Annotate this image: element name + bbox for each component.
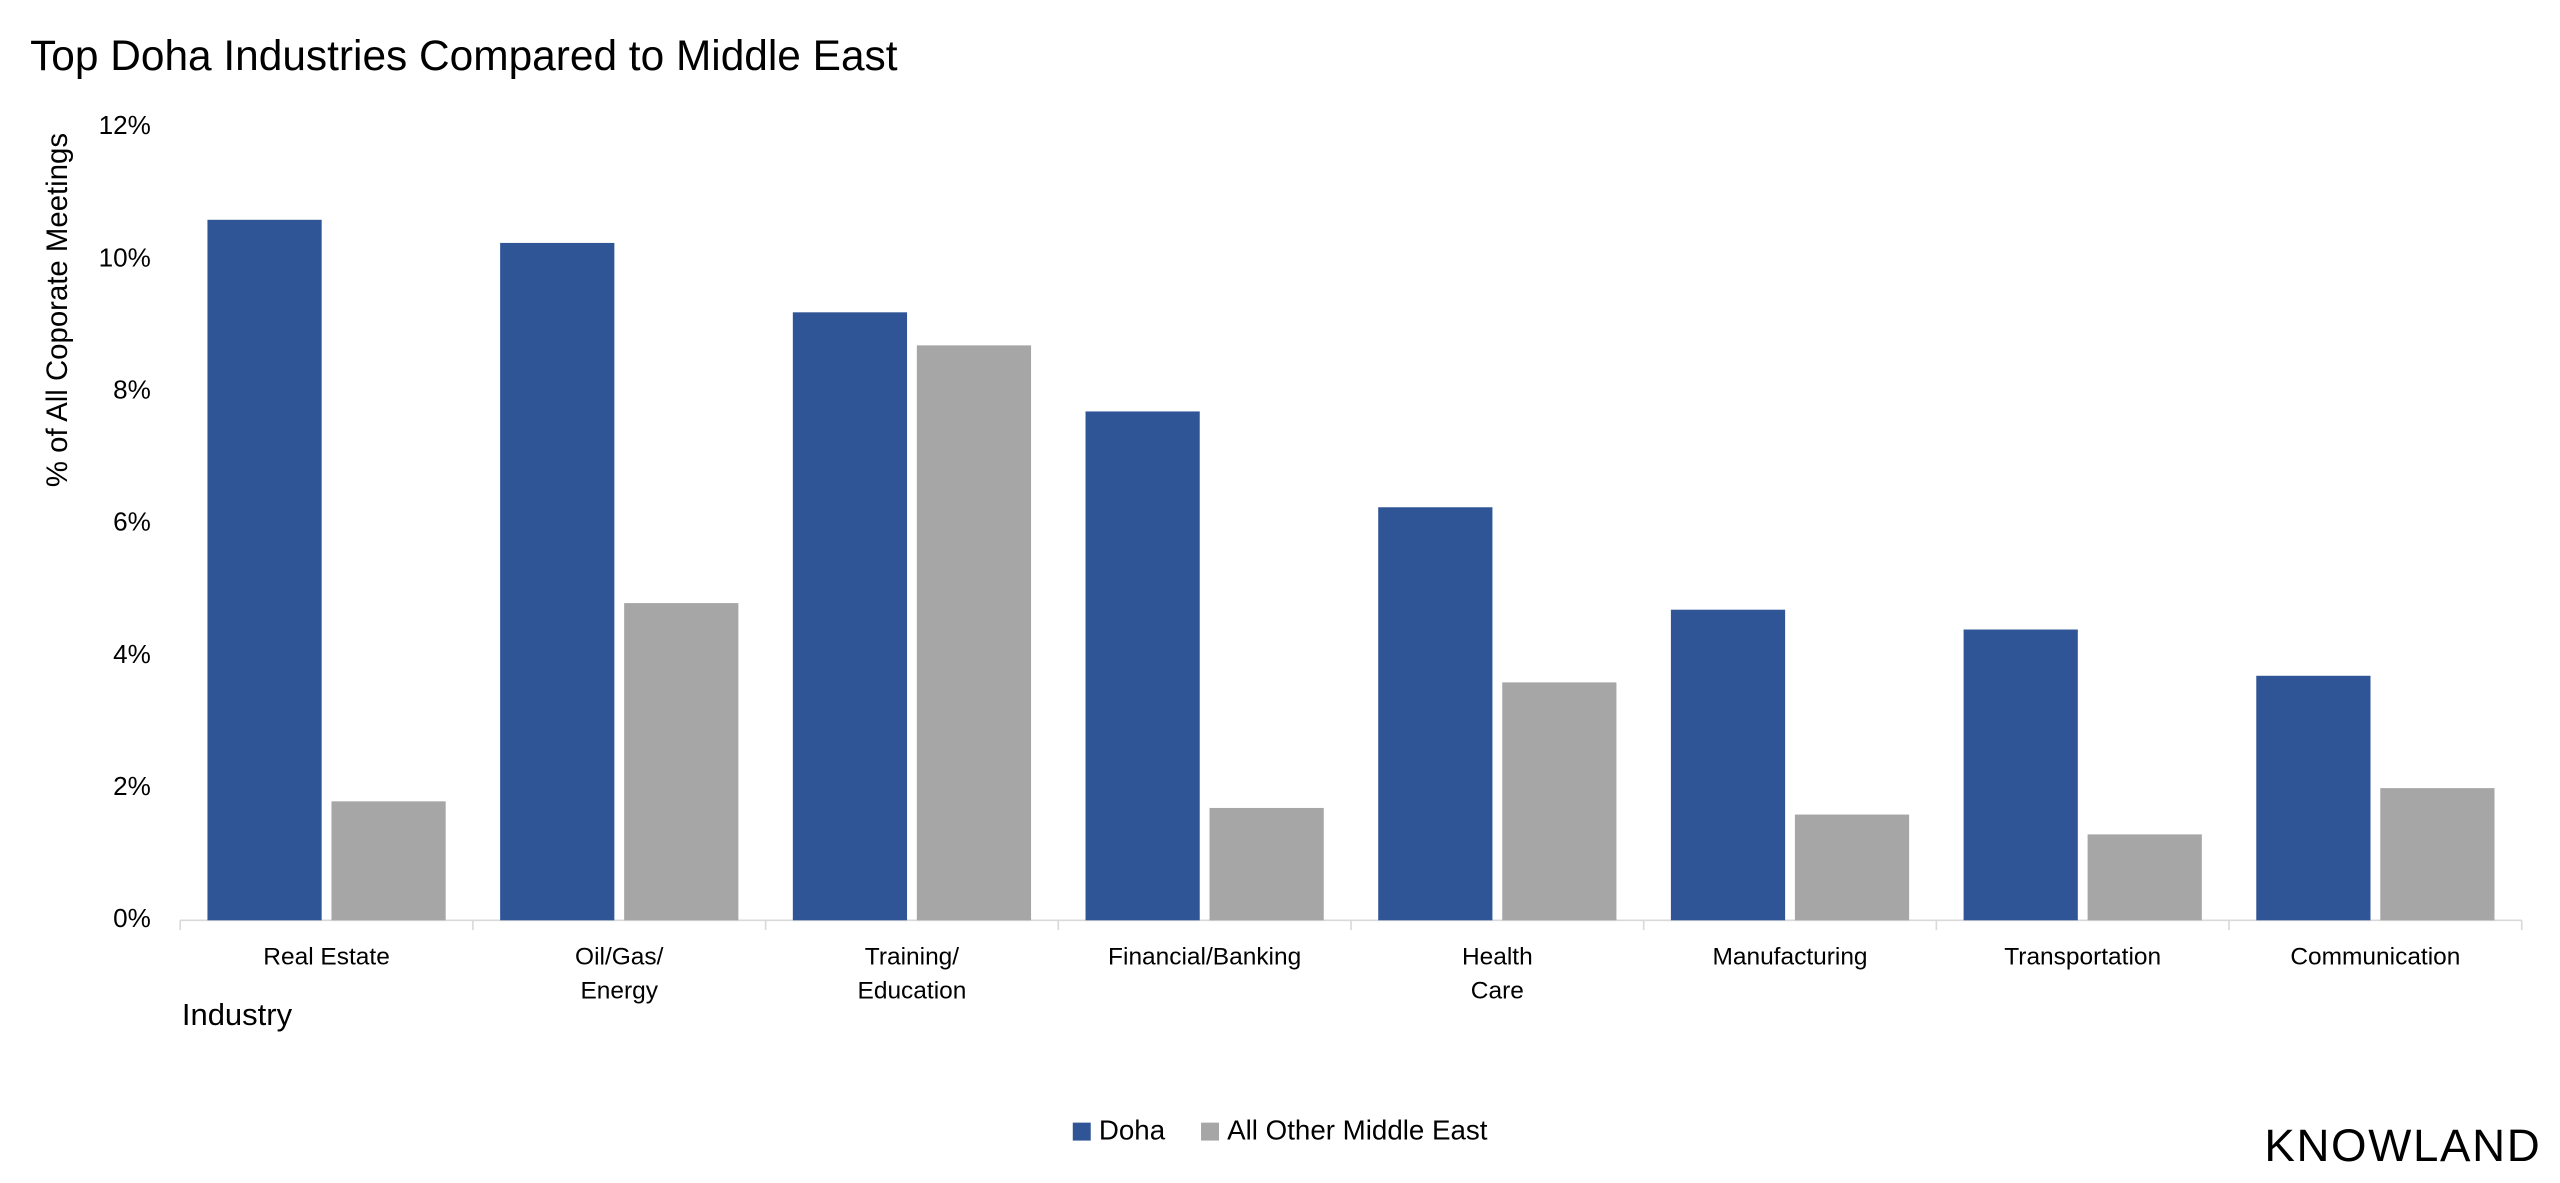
x-axis-label: Industry <box>182 997 293 1032</box>
y-tick-label: 8% <box>113 375 151 405</box>
bar <box>2256 675 2371 921</box>
bar <box>2380 788 2495 921</box>
x-tick-label: Real Estate <box>263 943 390 970</box>
x-tick-label: Communication <box>2290 943 2460 970</box>
chart-title: Top Doha Industries Compared to Middle E… <box>30 32 898 79</box>
brand-logo: KNOWLAND <box>2264 1120 2541 1171</box>
bar <box>1209 807 1324 921</box>
y-tick-label: 4% <box>113 639 151 669</box>
bar <box>916 345 1032 921</box>
x-tick-label: Training/ <box>865 943 959 970</box>
bar <box>1794 814 1910 921</box>
x-tick-label: Health <box>1462 943 1533 970</box>
bar <box>1085 411 1200 921</box>
bar <box>331 801 446 921</box>
legend-label: All Other Middle East <box>1227 1115 1488 1146</box>
bar <box>500 242 615 921</box>
bar <box>2087 834 2202 921</box>
x-tick-label: Financial/Banking <box>1108 943 1301 970</box>
x-tick-label: Education <box>858 978 967 1005</box>
legend-swatch <box>1201 1122 1219 1141</box>
bar <box>1378 507 1493 921</box>
y-tick-label: 12% <box>99 110 151 140</box>
legend-label: Doha <box>1099 1115 1166 1146</box>
x-tick-label: Transportation <box>2004 943 2161 970</box>
bar <box>792 312 908 921</box>
y-tick-label: 6% <box>113 507 151 537</box>
y-tick-label: 2% <box>113 771 151 801</box>
bar <box>624 603 739 921</box>
bar <box>1963 629 2078 921</box>
y-tick-label: 10% <box>99 242 151 272</box>
x-tick-label: Care <box>1471 978 1524 1005</box>
y-axis-label: % of All Coporate Meetings <box>41 133 74 487</box>
bar <box>1502 682 1617 921</box>
x-tick-label: Oil/Gas/ <box>575 943 664 970</box>
x-tick-label: Energy <box>580 978 658 1005</box>
x-tick-label: Manufacturing <box>1712 943 1867 970</box>
bar <box>1670 609 1786 921</box>
bar <box>207 219 322 921</box>
legend-swatch <box>1072 1122 1091 1141</box>
y-tick-label: 0% <box>113 903 151 933</box>
